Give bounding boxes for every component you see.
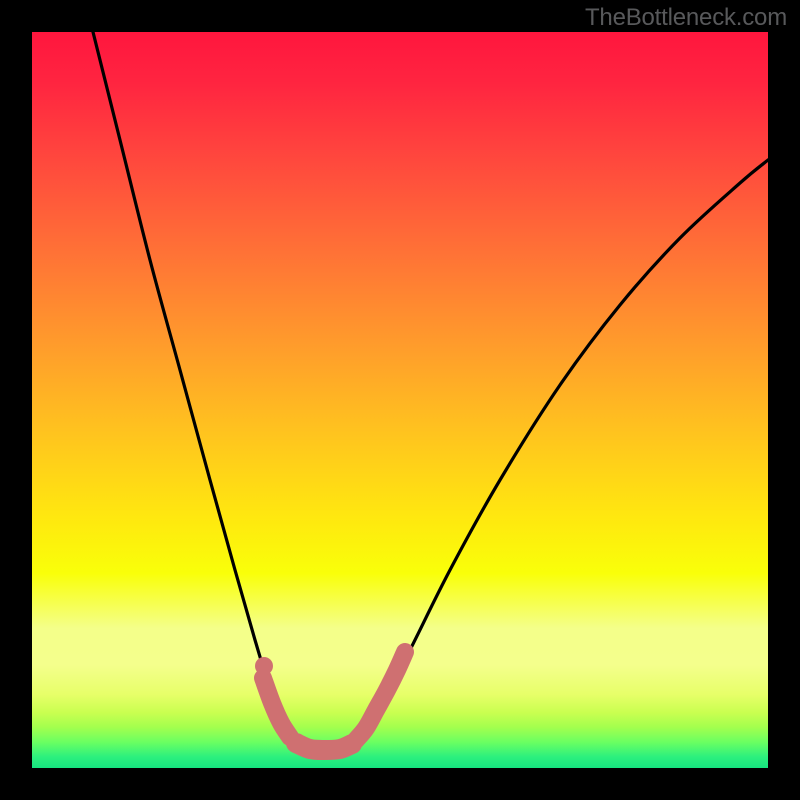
overlay-dot bbox=[255, 657, 273, 675]
watermark-text: TheBottleneck.com bbox=[585, 4, 787, 32]
overlay-stroke-bottom bbox=[296, 743, 352, 750]
bottleneck-chart-svg bbox=[0, 0, 800, 800]
chart-canvas: TheBottleneck.com bbox=[0, 0, 800, 800]
